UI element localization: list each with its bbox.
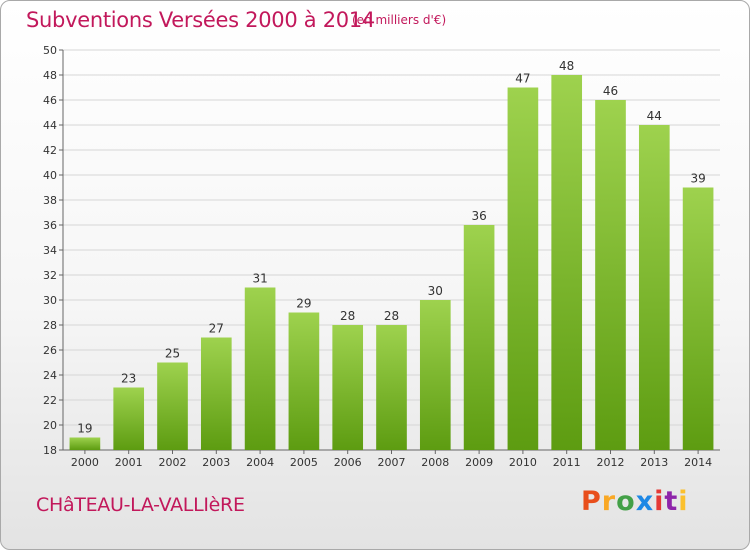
x-tick-label: 2004 xyxy=(246,456,274,469)
bar-value-label: 28 xyxy=(340,309,355,323)
logo-letter: r xyxy=(601,486,617,517)
bar-value-label: 46 xyxy=(603,84,618,98)
bar xyxy=(288,312,320,450)
bar xyxy=(595,100,626,450)
y-tick-label: 40 xyxy=(43,169,57,182)
bar xyxy=(507,87,539,450)
x-tick-label: 2006 xyxy=(334,456,362,469)
bar xyxy=(638,125,670,450)
bar xyxy=(551,75,583,450)
x-tick-label: 2011 xyxy=(553,456,581,469)
bar-value-label: 47 xyxy=(515,72,530,86)
logo-letter: x xyxy=(635,486,655,517)
bar xyxy=(157,362,188,450)
chart-title: Subventions Versées 2000 à 2014 xyxy=(26,8,375,32)
bar-value-label: 19 xyxy=(77,422,92,436)
y-tick-label: 26 xyxy=(43,344,57,357)
bar-value-label: 28 xyxy=(384,309,399,323)
y-tick-label: 48 xyxy=(43,69,57,82)
x-tick-label: 2008 xyxy=(421,456,449,469)
logo-letter: P xyxy=(581,486,602,517)
bar-value-label: 25 xyxy=(165,347,180,361)
x-tick-label: 2014 xyxy=(684,456,712,469)
x-tick-label: 2009 xyxy=(465,456,493,469)
bar xyxy=(419,300,451,450)
bar-value-label: 29 xyxy=(296,297,311,311)
proxiti-logo: Proxiti xyxy=(581,486,689,517)
bar-value-label: 30 xyxy=(428,284,443,298)
bar-value-label: 44 xyxy=(647,109,662,123)
bar-value-label: 39 xyxy=(690,172,705,186)
y-tick-label: 28 xyxy=(43,319,57,332)
x-tick-label: 2003 xyxy=(202,456,230,469)
x-tick-label: 2013 xyxy=(640,456,668,469)
y-tick-label: 44 xyxy=(43,119,57,132)
x-tick-label: 2002 xyxy=(159,456,187,469)
y-tick-label: 42 xyxy=(43,144,57,157)
bar-value-label: 27 xyxy=(209,322,224,336)
y-tick-label: 30 xyxy=(43,294,57,307)
bar xyxy=(244,287,276,450)
x-tick-label: 2010 xyxy=(509,456,537,469)
x-tick-label: 2012 xyxy=(597,456,625,469)
x-tick-label: 2001 xyxy=(115,456,143,469)
bar xyxy=(463,225,495,450)
commune-name: CHâTEAU-LA-VALLIèRE xyxy=(36,494,245,516)
bar-value-label: 36 xyxy=(471,209,486,223)
y-tick-label: 36 xyxy=(43,219,57,232)
y-tick-label: 34 xyxy=(43,244,57,257)
y-tick-label: 24 xyxy=(43,369,57,382)
logo-letter: o xyxy=(616,486,636,517)
x-tick-label: 2000 xyxy=(71,456,99,469)
logo-letter: t xyxy=(664,486,679,517)
bar xyxy=(113,387,145,450)
y-tick-label: 20 xyxy=(43,419,57,432)
y-tick-label: 50 xyxy=(43,44,57,57)
x-tick-label: 2005 xyxy=(290,456,318,469)
bar-value-label: 23 xyxy=(121,372,136,386)
bar xyxy=(376,325,407,450)
y-tick-label: 46 xyxy=(43,94,57,107)
bar xyxy=(682,187,714,450)
bar-value-label: 31 xyxy=(252,272,267,286)
logo-letter: i xyxy=(678,486,689,517)
data-labels: 19 23 25 27 31 29 28 28 30 36 47 48 46 44 39 xyxy=(77,59,705,436)
y-tick-label: 38 xyxy=(43,194,57,207)
y-tick-label: 18 xyxy=(43,444,57,457)
bar xyxy=(200,337,232,450)
bars xyxy=(69,75,714,450)
x-tick-label: 2007 xyxy=(378,456,406,469)
y-tick-label: 32 xyxy=(43,269,57,282)
logo-letter: i xyxy=(654,486,665,517)
bar xyxy=(332,325,364,450)
chart-unit: (en milliers d'€) xyxy=(352,13,447,27)
bar-value-label: 48 xyxy=(559,59,574,73)
y-tick-label: 22 xyxy=(43,394,57,407)
bar xyxy=(69,437,101,450)
